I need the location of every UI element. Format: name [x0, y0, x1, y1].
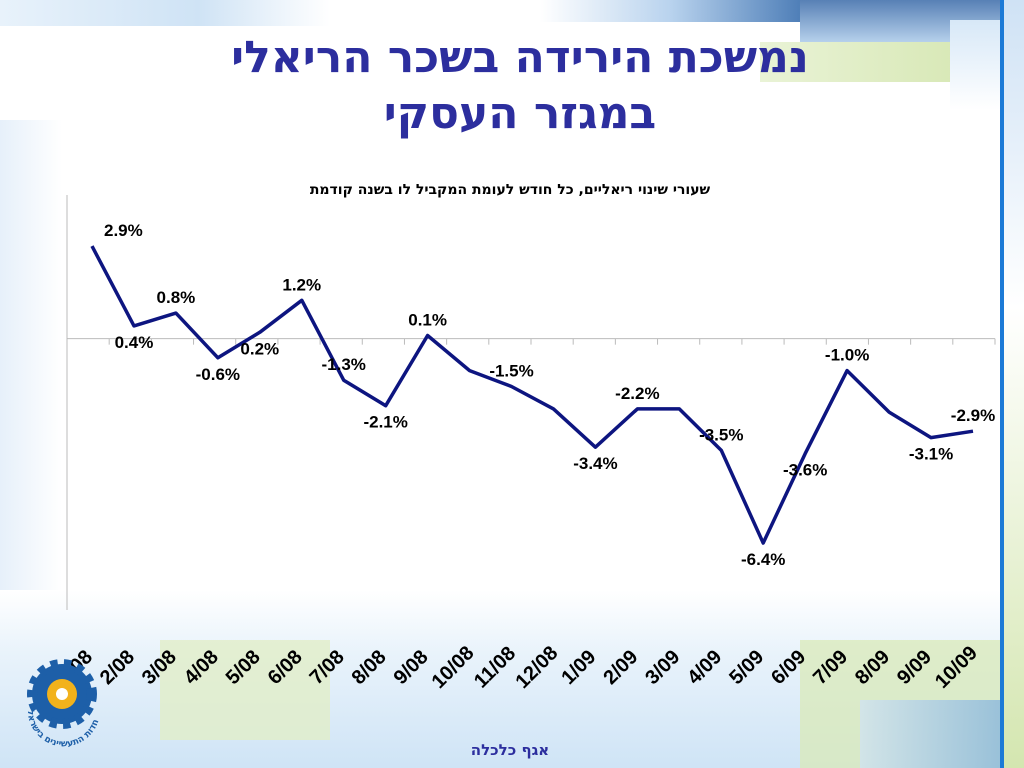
data-label: -2.1% — [363, 413, 407, 432]
data-label: -2.2% — [615, 384, 659, 403]
x-tick-label: 12/08 — [511, 642, 562, 693]
chart-title: שעורי שינוי ריאליים, כל חודש לעומת המקבי… — [309, 182, 711, 198]
data-label: 0.2% — [240, 339, 279, 358]
x-tick-label: 10/08 — [428, 642, 479, 693]
data-label: 0.1% — [408, 310, 447, 329]
data-label: 1.2% — [282, 275, 321, 294]
bg-green-block-top — [760, 42, 950, 82]
x-tick-label: 4/08 — [180, 646, 223, 689]
bg-blue-block-right — [950, 20, 1000, 110]
data-label: -1.5% — [489, 362, 533, 381]
x-tick-label: 8/09 — [851, 646, 894, 689]
frame-right-line — [1000, 0, 1004, 768]
bg-bottom-green-left — [160, 640, 330, 740]
bg-bottom-blue-block — [860, 700, 1000, 768]
x-tick-label: 8/08 — [348, 646, 391, 689]
x-tick-label: 7/09 — [809, 646, 852, 689]
series-line — [90, 245, 974, 545]
slide-title: נמשכת הירידה בשכר הריאלי במגזר העסקי — [60, 30, 980, 142]
x-tick-label: 7/08 — [306, 646, 349, 689]
data-label: 2.9% — [104, 221, 143, 240]
x-tick-label: 1/09 — [557, 646, 600, 689]
x-tick-label: 5/09 — [725, 646, 768, 689]
x-tick-label: 11/08 — [470, 642, 520, 692]
gear-icon — [27, 659, 97, 729]
slide-title-line1: נמשכת הירידה בשכר הריאלי — [231, 32, 809, 83]
x-tick-label: 3/08 — [138, 646, 181, 689]
x-tick-label: 3/09 — [641, 646, 684, 689]
x-tick-label: 6/08 — [264, 646, 307, 689]
data-label: -1.3% — [322, 355, 366, 374]
bg-stripe-top-left — [0, 0, 330, 26]
data-label: -3.5% — [699, 425, 743, 444]
slide-title-line2: במגזר העסקי — [383, 88, 657, 139]
data-label: -3.6% — [783, 461, 827, 480]
bg-stripe-top-mid — [540, 0, 800, 22]
organization-logo: התאחדות התעשיינים בישראל — [14, 636, 101, 749]
x-tick-label: 9/09 — [893, 646, 936, 689]
data-label: -6.4% — [741, 550, 785, 569]
x-tick-label: 10/09 — [931, 642, 982, 693]
data-label: 0.8% — [157, 288, 196, 307]
x-tick-label: 5/08 — [222, 646, 265, 689]
data-label: -1.0% — [825, 346, 869, 365]
data-label: -3.4% — [573, 454, 617, 473]
x-tick-label: 9/08 — [390, 646, 433, 689]
data-label: -0.6% — [196, 365, 240, 384]
data-label: -3.1% — [909, 445, 953, 464]
footer-department: אגף כלכלה — [470, 741, 550, 759]
x-tick-labels: 1/082/083/084/085/086/087/088/089/0810/0… — [54, 642, 982, 693]
x-tick-label: 6/09 — [767, 646, 810, 689]
data-label: 0.4% — [115, 333, 154, 352]
x-ticks — [66, 338, 996, 345]
data-labels: 2.9% 0.4% 0.8% -0.6%0.2% 1.2% -1.3% -2.1% 0.1% -… — [104, 221, 995, 569]
bg-left-band — [0, 120, 62, 640]
data-label: -2.9% — [951, 406, 995, 425]
x-tick-label: 2/09 — [599, 646, 642, 689]
bg-right-strip — [1004, 0, 1024, 768]
x-tick-label: 4/09 — [683, 646, 726, 689]
